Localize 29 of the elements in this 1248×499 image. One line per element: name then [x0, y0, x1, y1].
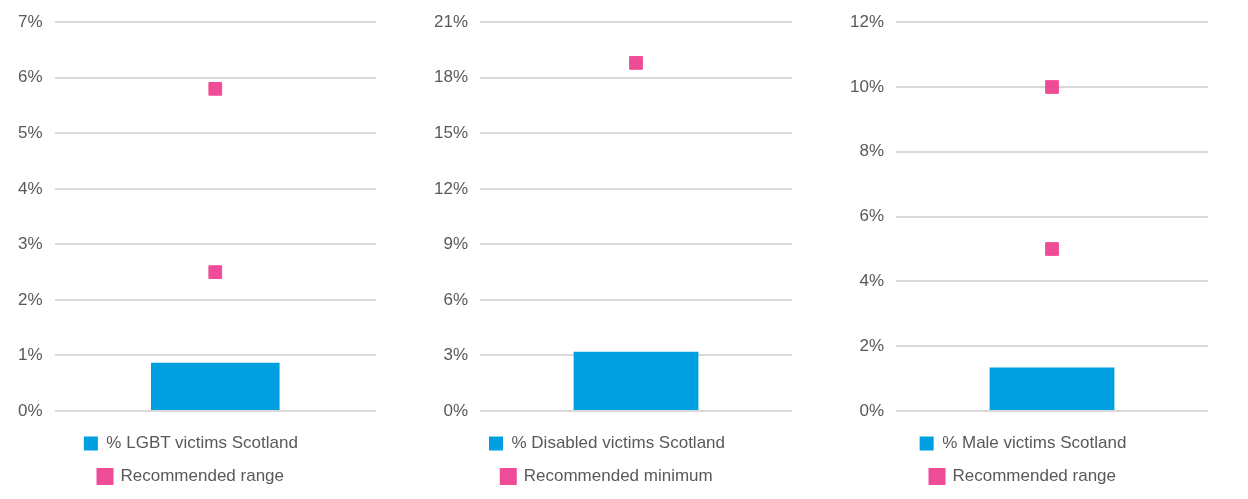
y-tick-label: 9%: [443, 234, 469, 254]
y-tick-label: 3%: [17, 234, 43, 254]
y-tick-label: 15%: [433, 122, 469, 142]
y-tick-label: 4%: [17, 178, 43, 198]
y-tick-label: 18%: [433, 67, 469, 87]
y-tick-label: 6%: [17, 67, 43, 87]
legend-label: Recommended range: [952, 466, 1116, 486]
y-tick-label: 2%: [859, 335, 885, 355]
legend-label: % Disabled victims Scotland: [511, 433, 726, 453]
y-tick-label: 12%: [849, 11, 885, 31]
y-tick-label: 10%: [849, 76, 885, 96]
y-tick-label: 1%: [17, 345, 43, 365]
y-tick-label: 8%: [859, 141, 885, 161]
y-tick-label: 6%: [443, 289, 469, 309]
y-tick-label: 0%: [443, 400, 469, 420]
y-tick-label: 5%: [17, 122, 43, 142]
y-tick-label: 6%: [859, 206, 885, 226]
legend-label: Recommended range: [120, 466, 284, 486]
y-tick-label: 0%: [859, 400, 885, 420]
y-tick-label: 7%: [17, 11, 43, 31]
y-tick-label: 12%: [433, 178, 469, 198]
y-tick-label: 21%: [433, 11, 469, 31]
y-tick-label: 4%: [859, 271, 885, 291]
legend-label: Recommended minimum: [523, 466, 713, 486]
y-tick-label: 2%: [17, 289, 43, 309]
y-tick-label: 3%: [443, 345, 469, 365]
legend-label: % LGBT victims Scotland: [106, 433, 298, 453]
y-tick-label: 0%: [17, 400, 43, 420]
legend-label: % Male victims Scotland: [942, 433, 1127, 453]
